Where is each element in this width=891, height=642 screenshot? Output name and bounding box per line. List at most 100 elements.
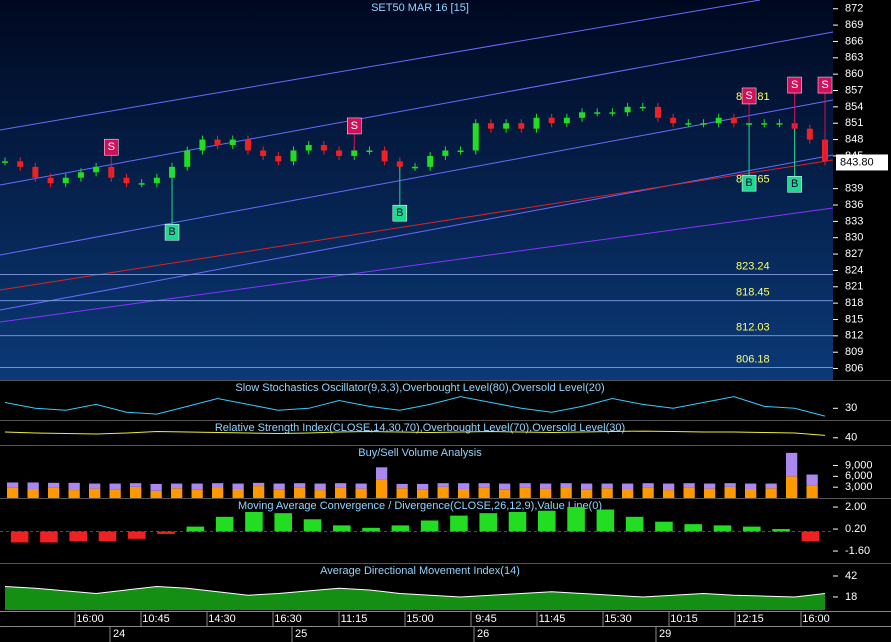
indicator-panel <box>0 381 833 420</box>
volume-bar <box>417 489 429 498</box>
level-label: 818.45 <box>736 287 770 299</box>
macd-bar <box>333 525 351 532</box>
volume-bar <box>642 487 654 498</box>
candle <box>503 123 510 129</box>
time-label: 16:00 <box>76 613 104 625</box>
level-label: 806.18 <box>736 353 770 365</box>
indicator-line <box>4 430 826 436</box>
volume-bar <box>417 483 429 490</box>
y-tick-label: 863 <box>845 52 863 64</box>
macd-bar <box>655 521 673 532</box>
main-panel <box>0 0 833 380</box>
time-label: 15:30 <box>604 613 632 625</box>
volume-bar <box>68 482 80 491</box>
volume-bar <box>786 476 798 498</box>
candle <box>427 155 434 167</box>
candle <box>761 123 768 125</box>
time-label: 9:45 <box>475 613 496 625</box>
candle <box>290 150 297 162</box>
macd-bar <box>567 507 585 532</box>
price-axis <box>833 0 891 642</box>
time-label: 10:45 <box>142 613 170 625</box>
sell-signal <box>741 87 757 105</box>
volume-bar <box>458 483 470 489</box>
day-label: 29 <box>659 628 671 640</box>
time-label: 11:45 <box>539 613 566 625</box>
volume-bar <box>232 483 244 489</box>
y-tick-label: 30 <box>845 402 857 414</box>
volume-bar <box>273 483 285 490</box>
volume-bar <box>376 479 388 498</box>
candle <box>32 166 39 178</box>
candle <box>594 112 601 114</box>
volume-bar <box>806 485 818 498</box>
y-tick-label: 866 <box>845 35 863 47</box>
volume-bar <box>745 488 757 498</box>
macd-bar <box>625 516 644 532</box>
volume-bar <box>130 483 142 487</box>
volume-bar <box>704 488 716 498</box>
candle <box>93 166 100 173</box>
candle <box>487 123 494 129</box>
macd-bar <box>450 515 468 532</box>
candle <box>715 117 722 124</box>
volume-bar <box>663 483 675 491</box>
volume-bar <box>519 483 531 488</box>
candle <box>260 150 267 156</box>
time-label: 11:15 <box>341 613 368 625</box>
volume-bar <box>253 482 265 487</box>
volume-bar <box>89 483 101 489</box>
macd-bar <box>362 527 380 532</box>
macd-bar <box>186 526 205 532</box>
candle <box>214 139 221 146</box>
time-label: 10:15 <box>670 613 698 625</box>
volume-bar <box>724 486 736 498</box>
buy-signal <box>741 174 757 192</box>
volume-bar <box>663 490 675 498</box>
volume-bar <box>89 488 101 498</box>
macd-bar <box>479 513 497 532</box>
candle <box>396 161 403 167</box>
buy-signal <box>787 176 802 193</box>
time-label: 16:00 <box>802 613 830 625</box>
volume-bar <box>540 488 552 498</box>
volume-bar <box>806 474 818 486</box>
volume-bar <box>396 483 408 489</box>
volume-bar <box>109 483 121 490</box>
candle <box>472 123 479 151</box>
candle <box>730 117 737 124</box>
level-label: 812.03 <box>736 322 770 334</box>
time-label: 14:30 <box>208 613 236 625</box>
adx-area <box>5 586 825 610</box>
volume-bar <box>560 487 572 498</box>
candle <box>533 117 540 129</box>
y-tick-label: 860 <box>845 68 863 80</box>
candle <box>2 161 8 163</box>
signal-label: B <box>396 207 403 219</box>
volume-bar <box>724 483 736 487</box>
candle <box>199 139 206 151</box>
y-tick-label: 833 <box>845 215 863 227</box>
macd-bar <box>303 519 322 532</box>
moving-average <box>0 207 834 323</box>
volume-bar <box>622 488 634 498</box>
day-label: 24 <box>113 628 125 640</box>
candle <box>77 172 84 178</box>
volume-bar <box>683 483 695 488</box>
indicator-panel <box>0 421 833 445</box>
macd-bar <box>40 531 58 543</box>
y-tick-label: 851 <box>845 117 863 129</box>
level-label: 823.24 <box>736 260 770 272</box>
signal-label: S <box>745 90 752 102</box>
candle <box>320 145 327 151</box>
signal-label: S <box>351 120 358 132</box>
y-tick-label: 857 <box>845 84 863 96</box>
candle <box>244 139 251 151</box>
candle <box>366 150 373 152</box>
volume-bar <box>335 487 347 498</box>
candle <box>670 117 677 124</box>
signal-label: S <box>108 141 115 153</box>
candle <box>700 123 707 125</box>
volume-bar <box>355 483 367 489</box>
candle <box>563 117 570 124</box>
